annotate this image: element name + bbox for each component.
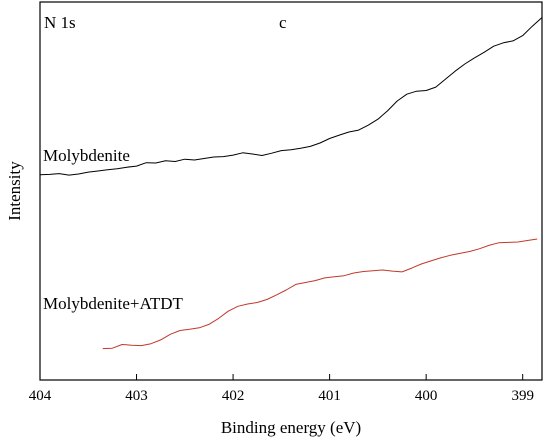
panel-label: c: [279, 13, 287, 32]
x-axis-title: Binding energy (eV): [221, 418, 361, 437]
x-tick-label: 403: [125, 388, 148, 404]
series-label-molybdenite: Molybdenite: [43, 146, 130, 165]
x-tick-label: 401: [318, 388, 341, 404]
y-axis-title: Intensity: [5, 161, 24, 221]
x-tick-label: 399: [511, 388, 534, 404]
x-tick-label: 402: [222, 388, 245, 404]
series-label-molybdenite-atdt: Molybdenite+ATDT: [43, 294, 184, 313]
x-tick-label: 404: [29, 388, 52, 404]
x-axis-ticks: 404 403 402 401 400 399: [29, 374, 534, 404]
plot-frame: [39, 1, 543, 381]
series-layer: [39, 17, 543, 350]
series-line-1: [102, 238, 538, 350]
series-line-0: [39, 17, 543, 176]
x-tick-label: 400: [415, 388, 438, 404]
region-label: N 1s: [44, 13, 76, 32]
